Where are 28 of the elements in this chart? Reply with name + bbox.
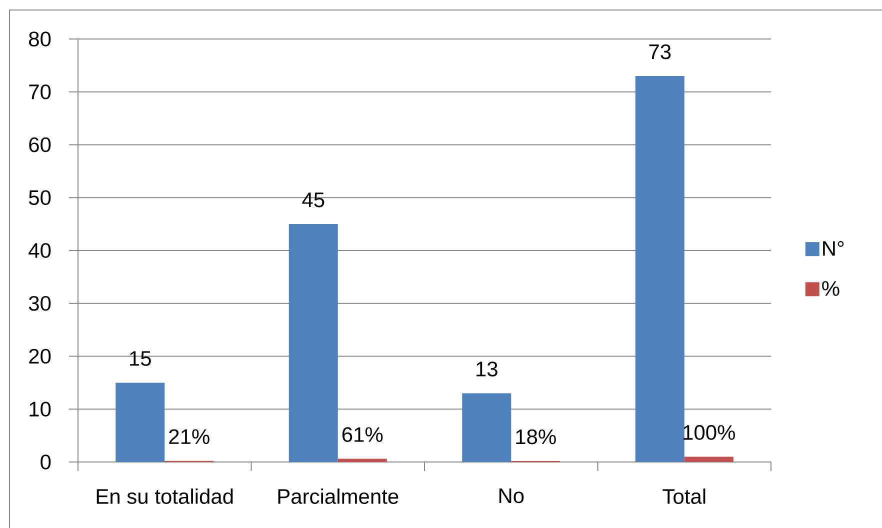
bar — [462, 393, 512, 462]
y-tick-label: 30 — [28, 296, 51, 311]
data-label: 45 — [302, 192, 324, 208]
x-tick-label: En su totalidad — [96, 488, 233, 504]
y-tick-label: 70 — [29, 84, 51, 100]
data-label: 15 — [130, 351, 151, 366]
data-label: 61% — [342, 427, 383, 442]
bar — [338, 458, 387, 462]
data-label: 21% — [169, 429, 210, 444]
bar — [684, 456, 734, 462]
y-tick-label: 20 — [29, 348, 51, 364]
x-tick-label: Total — [662, 488, 706, 504]
y-tick-label: 10 — [30, 402, 51, 417]
y-tick-label: 80 — [29, 32, 51, 46]
legend-label: % — [822, 281, 840, 296]
bar — [635, 76, 684, 462]
x-tick-label: Parcialmente — [278, 488, 398, 504]
bar — [288, 224, 338, 462]
y-tick-label: 0 — [40, 454, 51, 470]
legend-label: N° — [823, 241, 844, 256]
x-tick-label: No — [499, 488, 524, 504]
data-label: 18% — [516, 429, 556, 444]
y-tick-label: 40 — [28, 243, 51, 258]
bar — [116, 382, 165, 462]
y-tick-label: 60 — [29, 137, 51, 152]
data-label: 13 — [476, 362, 498, 376]
y-tick-label: 50 — [28, 190, 51, 206]
data-label: 73 — [649, 44, 671, 60]
